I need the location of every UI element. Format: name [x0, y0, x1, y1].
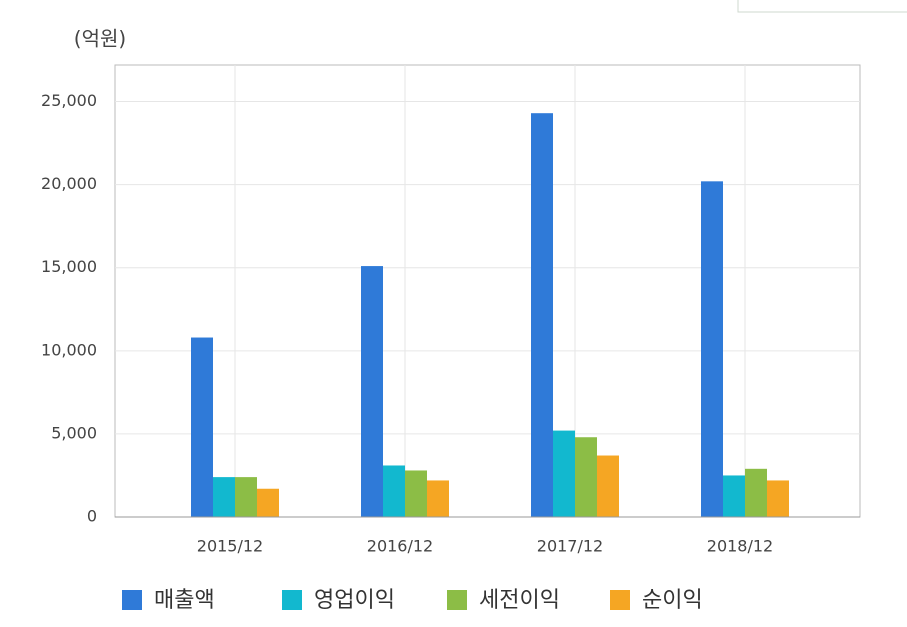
bar [405, 470, 427, 517]
bar [745, 468, 767, 517]
bar [361, 266, 383, 517]
y-tick-label: 15,000 [41, 257, 97, 276]
bar [427, 480, 449, 517]
legend-swatch [610, 590, 630, 610]
legend-swatch [282, 590, 302, 610]
x-tick-label: 2017/12 [537, 537, 603, 556]
bar [597, 455, 619, 517]
legend-label: 영업이익 [314, 588, 395, 613]
y-tick-label: 0 [87, 507, 97, 526]
x-tick-label: 2018/12 [707, 537, 773, 556]
bar [191, 337, 213, 517]
legend-swatch [447, 590, 467, 610]
unit-label: (억원) [74, 27, 126, 51]
y-tick-label: 25,000 [41, 91, 97, 110]
bar [553, 430, 575, 517]
legend: 매출액 영업이익 세전이익 순이익 [122, 588, 703, 613]
bar [575, 437, 597, 517]
plot-frame [114, 64, 861, 518]
bar [723, 475, 745, 517]
x-tick-label: 2015/12 [197, 537, 263, 556]
y-tick-label: 5,000 [51, 423, 97, 442]
bar [531, 113, 553, 518]
legend-label: 순이익 [642, 588, 703, 613]
y-tick-label: 20,000 [41, 174, 97, 193]
legend-label: 매출액 [154, 588, 215, 613]
y-tick-label: 10,000 [41, 340, 97, 359]
legend-swatch [122, 590, 142, 610]
bar [257, 488, 279, 517]
legend-label: 세전이익 [479, 588, 560, 613]
bar [383, 465, 405, 517]
bar [235, 477, 257, 517]
bar [767, 480, 789, 517]
x-tick-label: 2016/12 [367, 537, 433, 556]
bar [701, 181, 723, 517]
bar [213, 477, 235, 517]
toolbar [737, 0, 907, 13]
